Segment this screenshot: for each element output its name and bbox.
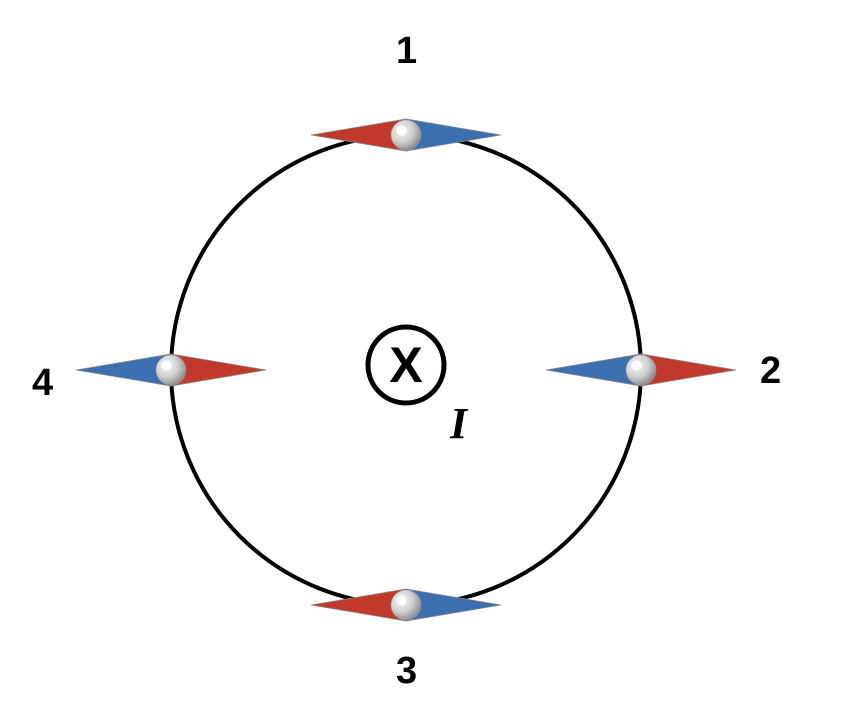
needle-4-pivot-highlight <box>161 360 172 371</box>
needle-2-pivot <box>626 355 656 385</box>
current-label: I <box>449 399 469 448</box>
diagram-svg: XI <box>0 0 842 723</box>
diagram-stage: XI 1 2 3 4 <box>0 0 842 723</box>
current-into-page-x: X <box>389 337 422 393</box>
position-label-1: 1 <box>396 30 417 73</box>
needle-4-pivot <box>156 355 186 385</box>
needle-1-pivot-highlight <box>396 125 407 136</box>
position-label-4: 4 <box>32 362 53 405</box>
needle-2-pivot-highlight <box>631 360 642 371</box>
needle-1-pivot <box>391 120 421 150</box>
needle-3-pivot <box>391 590 421 620</box>
position-label-2: 2 <box>760 350 781 393</box>
position-label-3: 3 <box>396 650 417 693</box>
needle-3-pivot-highlight <box>396 595 407 606</box>
